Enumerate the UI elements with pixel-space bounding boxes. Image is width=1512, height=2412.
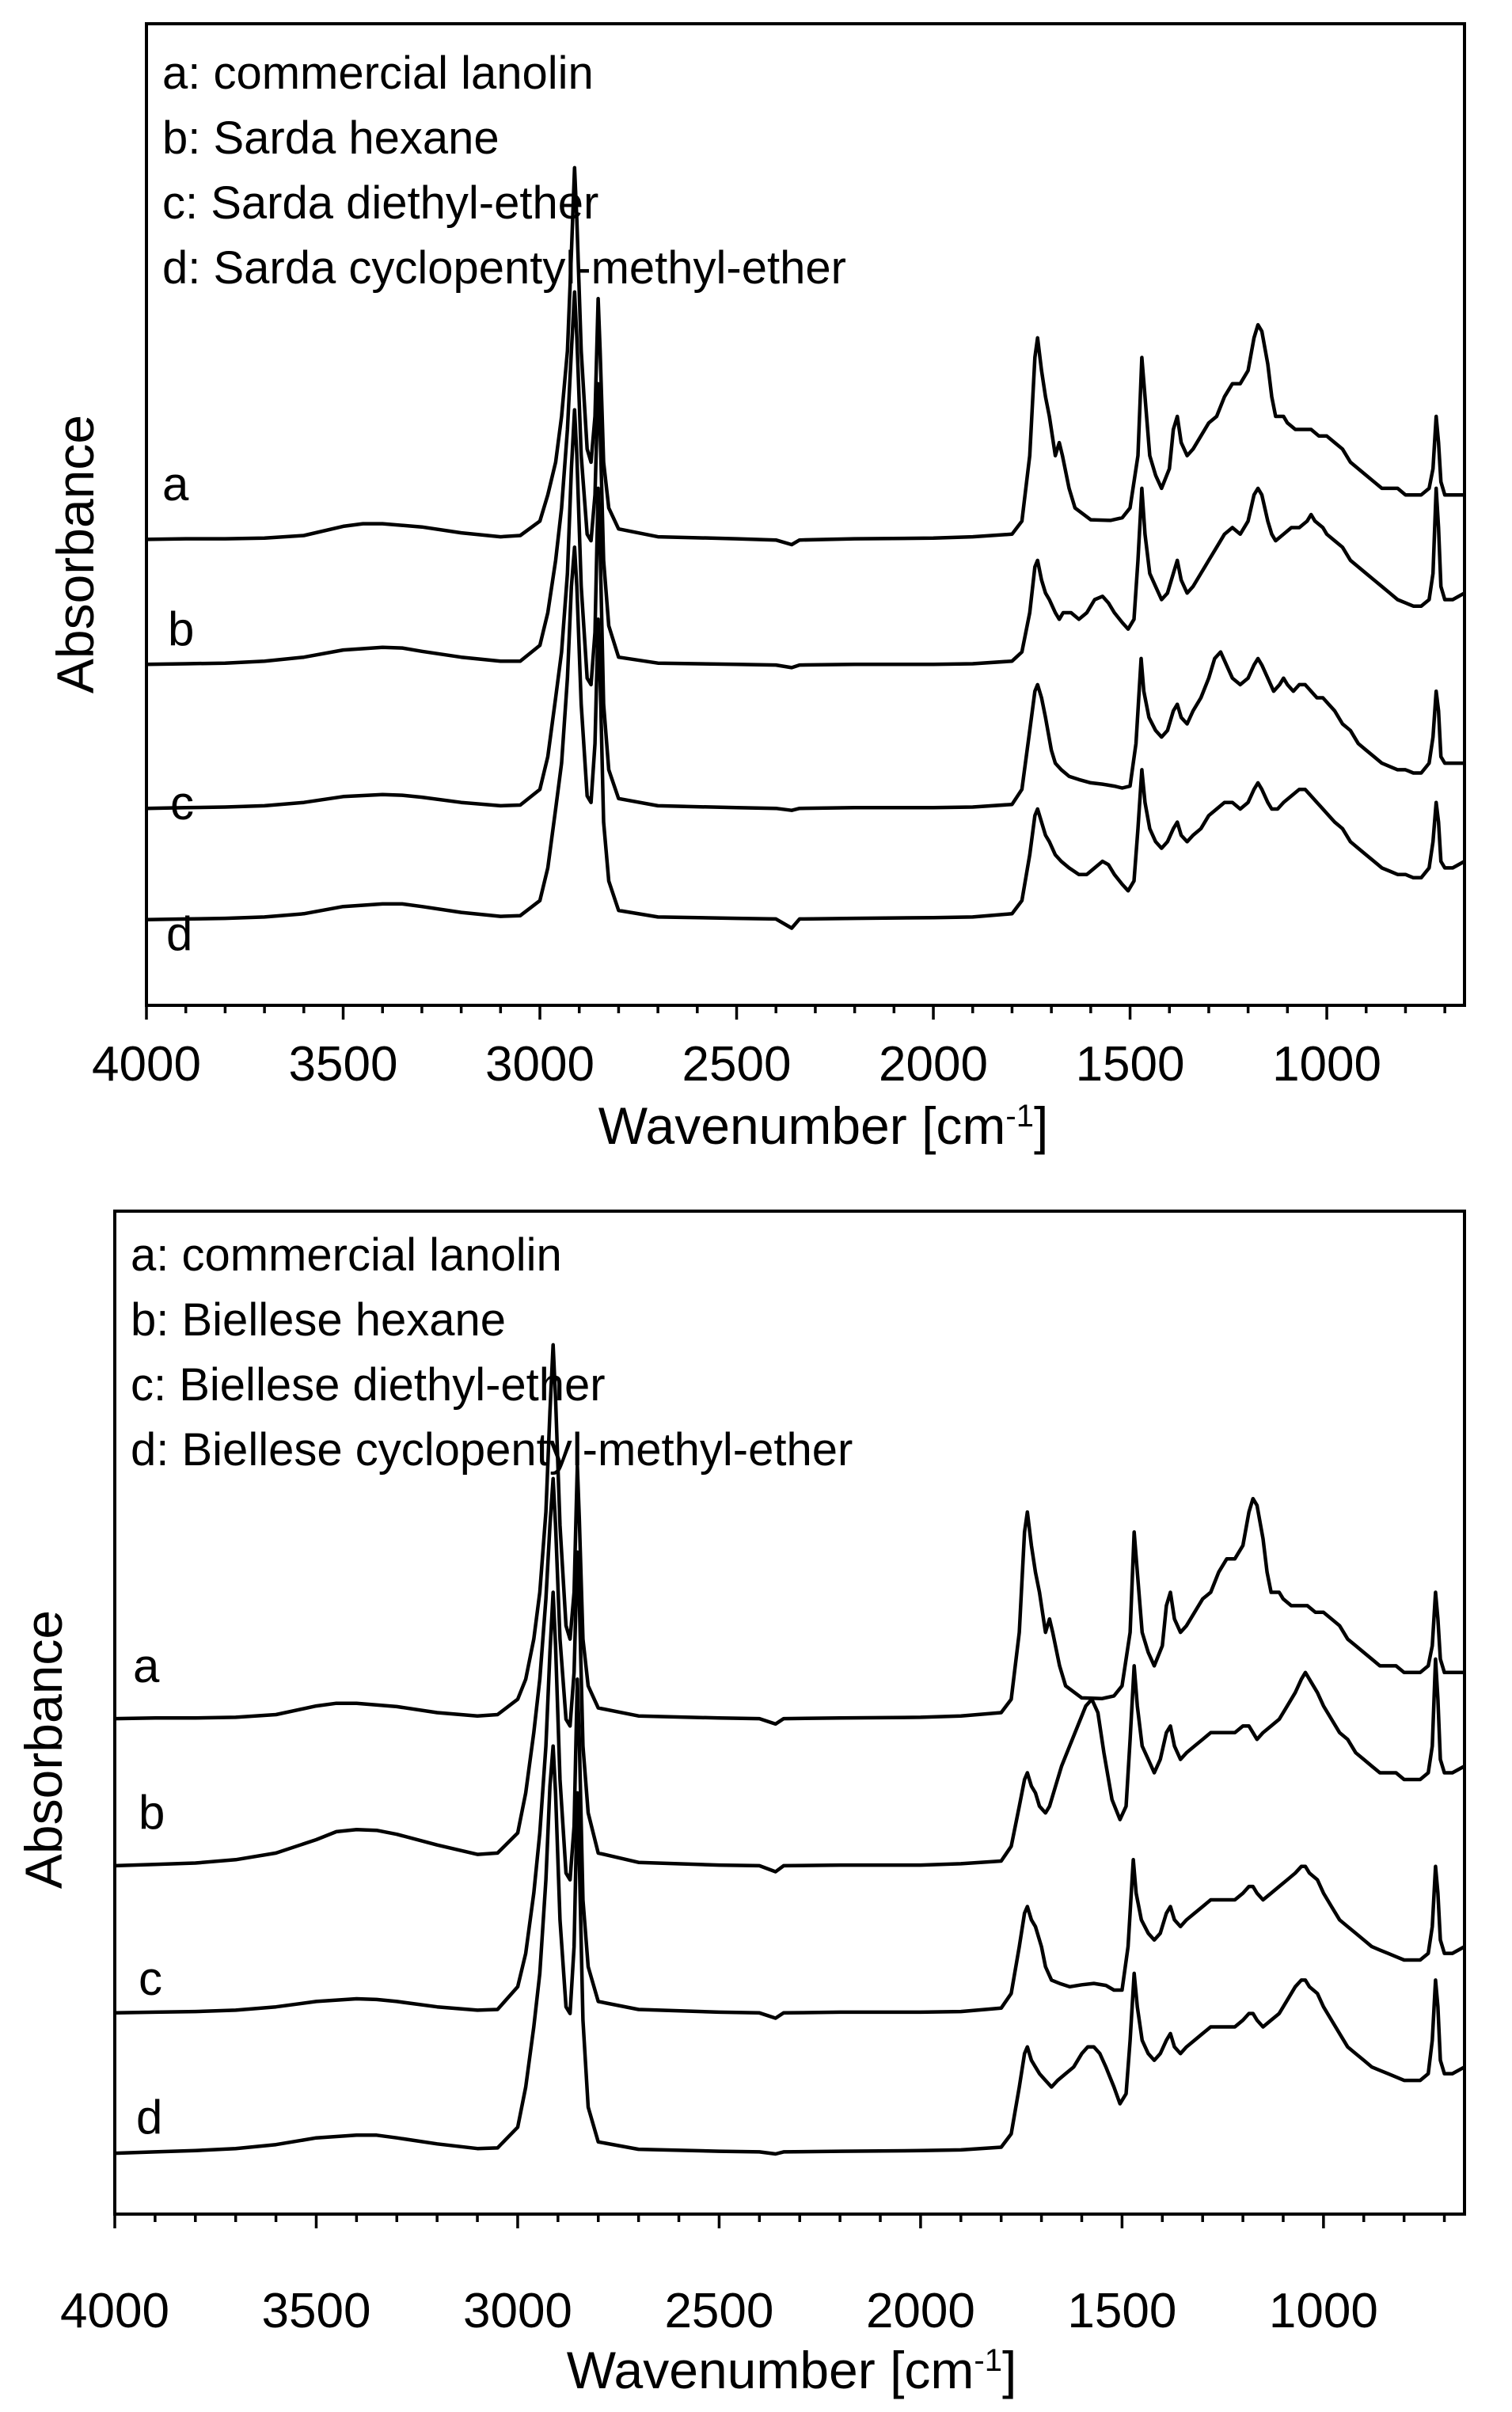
x-tick-label: 2000 [879,1037,988,1092]
curve-label-a: a [162,458,189,511]
x-axis-title-end: ] [1002,2341,1016,2399]
curve-label-c: c [139,1952,162,2005]
chart-panel-bottom: 4000 3500 3000 2500 2000 1500 1000 a b c d a: … [0,1203,1512,2412]
x-tick-label: 1000 [1272,1037,1381,1092]
x-axis-title-main: Wavenumber [cm [567,2341,974,2399]
x-axis-title-sup: -1 [974,2343,1002,2378]
x-tick-label: 2000 [866,2284,975,2338]
chart-bottom-svg: 4000 3500 3000 2500 2000 1500 1000 a b c d a: … [14,1210,1466,2399]
legend-entry-d: d: Sarda cyclopentyl-methyl-ether [162,242,846,294]
spectrum-line-a [114,1343,1465,1726]
x-tick-label: 2500 [664,2284,773,2338]
curve-labels: a b c d [133,1639,165,2144]
plot-frame [145,22,1466,1007]
curve-label-a: a [133,1639,160,1692]
curve-label-d: d [136,2091,162,2144]
legend-entry-d: d: Biellese cyclopentyl-methyl-ether [131,1424,853,1476]
x-axis-title: Wavenumber [cm-1] [598,1096,1049,1155]
plot-frame [113,1210,1466,2216]
x-tick-label: 4000 [60,2284,169,2338]
legend-entry-b: b: Sarda hexane [162,112,500,164]
x-tick-label: 4000 [92,1037,201,1092]
x-ticks: 4000 3500 3000 2500 2000 1500 1000 [60,2214,1446,2338]
spectrum-line-c [114,1590,1466,2020]
x-tick-label: 3000 [463,2284,572,2338]
x-tick-label: 3500 [262,2284,371,2338]
legend-entry-a: a: commercial lanolin [162,47,594,99]
x-tick-label: 1500 [1067,2284,1176,2338]
spectra [114,1343,1466,2156]
spectrum-line-d [146,545,1466,930]
legend: a: commercial lanolin b: Biellese hexane… [131,1229,853,1476]
legend-entry-a: a: commercial lanolin [131,1229,562,1281]
chart-panel-top: 4000 3500 3000 2500 2000 1500 1000 a b c d a: … [0,0,1512,1203]
legend-entry-c: c: Sarda diethyl-ether [162,177,598,229]
curve-label-b: b [139,1786,165,1839]
legend-entry-b: b: Biellese hexane [131,1294,506,1346]
x-axis-title-sup: -1 [1005,1099,1034,1134]
spectrum-line-d [114,1744,1466,2156]
x-tick-label: 3500 [289,1037,398,1092]
x-tick-label: 2500 [682,1037,792,1092]
spectra [146,165,1466,930]
spectrum-line-b [114,1476,1466,1874]
curve-label-c: c [170,777,194,830]
chart-top-svg: 4000 3500 3000 2500 2000 1500 1000 a b c d a: … [46,22,1466,1155]
curve-label-d: d [166,907,192,960]
x-axis-title-main: Wavenumber [cm [598,1096,1006,1155]
x-tick-label: 3000 [485,1037,595,1092]
x-tick-label: 1500 [1076,1037,1185,1092]
x-ticks: 4000 3500 3000 2500 2000 1500 1000 [92,1005,1446,1092]
y-axis-title: Absorbance [46,415,104,693]
curve-label-b: b [168,602,194,655]
x-axis-title: Wavenumber [cm-1] [567,2341,1017,2399]
x-axis-title-end: ] [1034,1096,1048,1155]
curve-labels: a b c d [162,458,194,960]
legend-entry-c: c: Biellese diethyl-ether [131,1359,606,1411]
x-tick-label: 1000 [1269,2284,1378,2338]
spectrum-line-c [146,408,1465,812]
y-axis-title: Absorbance [14,1610,73,1889]
spectrum-line-b [146,290,1466,670]
legend: a: commercial lanolin b: Sarda hexane c:… [162,47,846,294]
spectrum-line-a [146,165,1465,547]
